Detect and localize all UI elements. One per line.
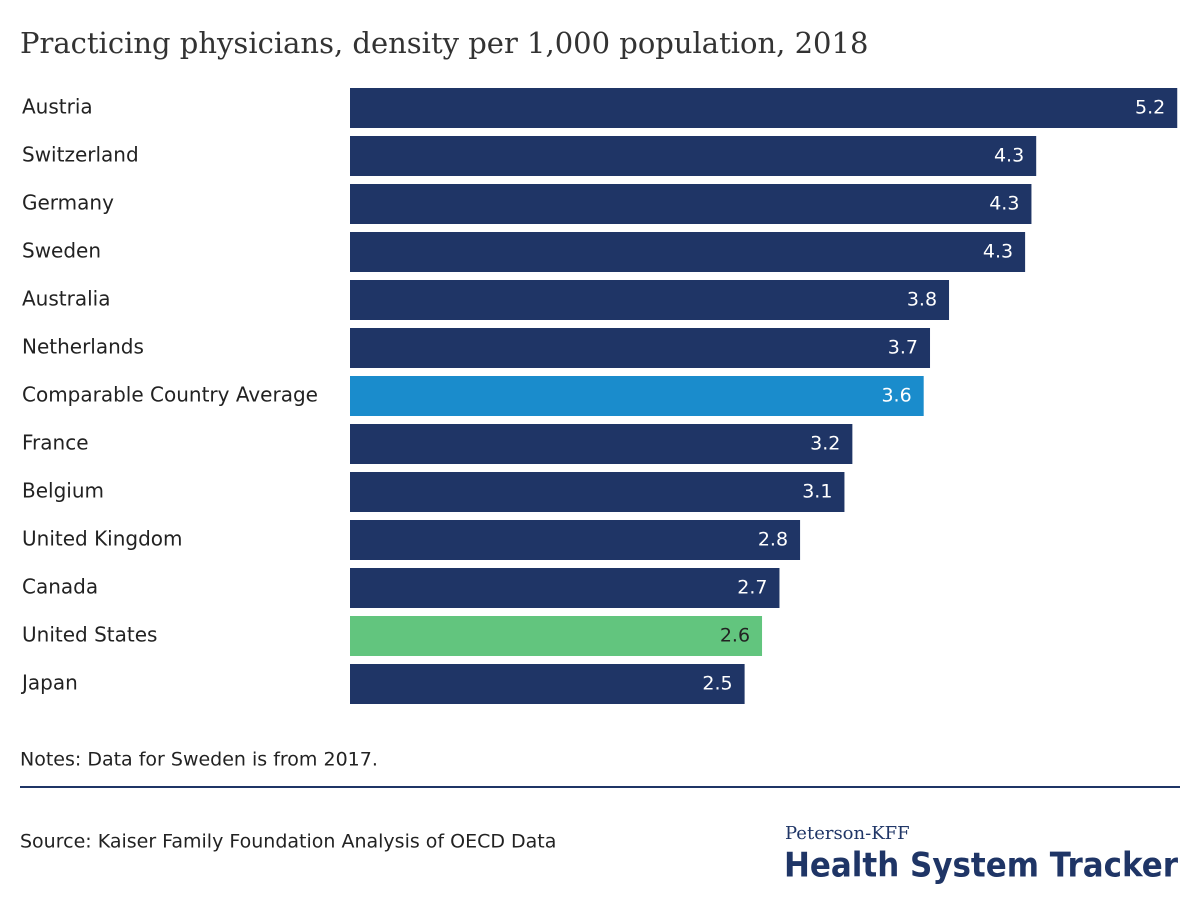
category-label: United Kingdom xyxy=(22,527,183,551)
category-label: Switzerland xyxy=(22,143,139,167)
category-label: United States xyxy=(22,623,157,647)
bar xyxy=(350,616,763,656)
value-label: 3.7 xyxy=(888,337,918,359)
value-label: 3.2 xyxy=(810,433,840,455)
bar xyxy=(350,184,1032,224)
category-label: Austria xyxy=(22,95,93,119)
value-label: 2.6 xyxy=(720,625,750,647)
value-label: 3.6 xyxy=(881,385,911,407)
value-label: 3.1 xyxy=(802,481,832,503)
category-label: Sweden xyxy=(22,239,101,263)
category-label: Belgium xyxy=(22,479,104,503)
bar xyxy=(350,88,1178,128)
value-label: 4.3 xyxy=(983,241,1013,263)
bar xyxy=(350,568,780,608)
category-label: Comparable Country Average xyxy=(22,383,318,407)
notes: Notes: Data for Sweden is from 2017. xyxy=(20,749,378,771)
bar xyxy=(350,280,950,320)
chart-title: Practicing physicians, density per 1,000… xyxy=(20,26,868,60)
bar xyxy=(350,136,1037,176)
category-label: Germany xyxy=(22,191,114,215)
category-label: Netherlands xyxy=(22,335,144,359)
category-label: Japan xyxy=(20,671,78,695)
bar xyxy=(350,328,931,368)
bar xyxy=(350,664,745,704)
value-label: 2.5 xyxy=(702,673,732,695)
value-label: 4.3 xyxy=(989,193,1019,215)
category-label: Australia xyxy=(22,287,110,311)
bar xyxy=(350,424,853,464)
value-label: 2.7 xyxy=(737,577,767,599)
source: Source: Kaiser Family Foundation Analysi… xyxy=(20,831,556,853)
logo-top: Peterson-KFF xyxy=(785,823,910,844)
bar xyxy=(350,232,1026,272)
logo-main: Health System Tracker xyxy=(784,846,1178,886)
value-label: 4.3 xyxy=(994,145,1024,167)
value-label: 5.2 xyxy=(1135,97,1165,119)
category-label: Canada xyxy=(22,575,98,599)
value-label: 3.8 xyxy=(907,289,937,311)
value-label: 2.8 xyxy=(758,529,788,551)
category-label: France xyxy=(22,431,89,455)
bar xyxy=(350,376,924,416)
bar xyxy=(350,472,845,512)
bar xyxy=(350,520,801,560)
